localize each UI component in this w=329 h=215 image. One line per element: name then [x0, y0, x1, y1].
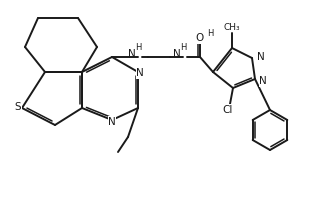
- Text: Cl: Cl: [223, 105, 233, 115]
- Text: O: O: [196, 33, 204, 43]
- Text: CH₃: CH₃: [224, 23, 240, 32]
- Text: N: N: [128, 49, 136, 59]
- Text: CH₃: CH₃: [224, 23, 240, 32]
- Text: H: H: [180, 43, 186, 52]
- Text: N: N: [173, 49, 181, 59]
- Text: N: N: [257, 52, 265, 62]
- Text: N: N: [259, 76, 267, 86]
- Text: H: H: [207, 29, 213, 38]
- Text: N: N: [108, 117, 116, 127]
- Text: S: S: [15, 102, 21, 112]
- Text: N: N: [136, 68, 144, 78]
- Text: H: H: [135, 43, 141, 52]
